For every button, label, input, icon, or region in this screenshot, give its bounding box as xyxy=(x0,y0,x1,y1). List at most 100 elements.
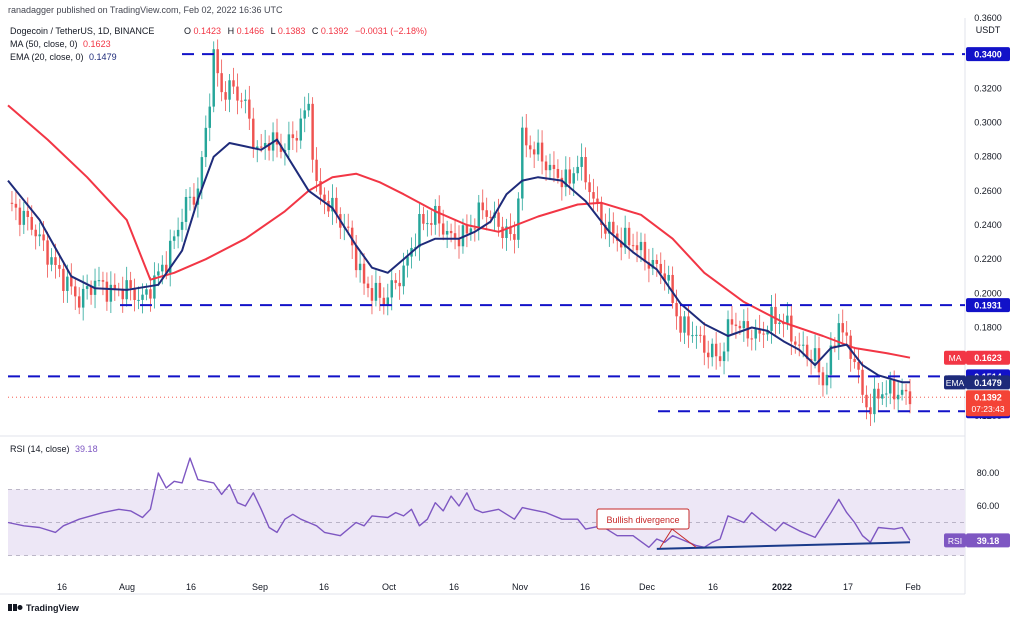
time-tick: Sep xyxy=(252,582,268,592)
candle-body xyxy=(295,138,299,141)
candle-body xyxy=(445,230,449,235)
candle-body xyxy=(900,389,904,395)
candle-body xyxy=(256,146,259,149)
candle-body xyxy=(26,210,30,217)
candle-body xyxy=(687,316,690,336)
candle-body xyxy=(14,203,18,208)
candle-body xyxy=(572,173,575,184)
candle-body xyxy=(54,257,57,265)
price-tick: 0.2600 xyxy=(974,186,1002,196)
candle-body xyxy=(730,319,734,325)
price-tick: 0.2800 xyxy=(974,152,1002,162)
candle-body xyxy=(224,92,227,100)
candle-body xyxy=(892,379,896,400)
candle-body xyxy=(517,198,520,240)
candle-body xyxy=(675,302,678,317)
candle-body xyxy=(718,356,722,362)
candle-body xyxy=(58,264,61,269)
candle-body xyxy=(564,169,568,188)
ema-legend-label: EMA (20, close, 0) xyxy=(10,52,84,62)
candle-body xyxy=(188,196,192,198)
price-badge-countdown: 07:23:43 xyxy=(971,404,1004,414)
candle-body xyxy=(707,352,710,358)
candle-body xyxy=(422,213,425,224)
candle-body xyxy=(101,280,105,282)
candle-body xyxy=(137,299,140,301)
candle-body xyxy=(240,100,243,102)
candle-body xyxy=(536,142,540,155)
time-tick: Feb xyxy=(905,582,921,592)
ema20-line xyxy=(7,138,911,384)
candle-body xyxy=(877,388,880,399)
ema-badge-value-box xyxy=(966,375,1010,390)
candle-body xyxy=(619,240,623,248)
candle-body xyxy=(208,106,211,128)
candle-body xyxy=(38,234,41,237)
candle-body xyxy=(259,146,263,148)
candle-body xyxy=(873,388,876,415)
divergence-line xyxy=(656,541,911,550)
candle-body xyxy=(766,330,769,335)
candle-body xyxy=(157,271,160,276)
time-tick: Aug xyxy=(119,582,135,592)
candle-body xyxy=(434,205,437,225)
candle-body xyxy=(430,223,433,225)
candle-body xyxy=(552,164,556,169)
price-tick: 0.1800 xyxy=(974,323,1002,333)
candle-body xyxy=(89,286,93,295)
time-tick: 2022 xyxy=(772,582,792,592)
candle-body xyxy=(750,338,753,340)
candle-body xyxy=(714,343,718,357)
candle-body xyxy=(74,286,77,297)
bullish-divergence-callout: Bullish divergence xyxy=(596,508,690,530)
candle-body xyxy=(18,207,22,225)
time-tick: 17 xyxy=(843,582,853,592)
candle-body xyxy=(513,234,516,240)
candle-body xyxy=(699,334,702,336)
candle-body xyxy=(374,282,378,301)
candle-body xyxy=(66,276,69,291)
candle-body xyxy=(580,156,583,167)
o-value: 0.1423 xyxy=(194,26,222,36)
candle-body xyxy=(821,372,825,386)
ma-badge-tag: MA xyxy=(949,353,962,363)
candle-body xyxy=(97,280,101,282)
candle-body xyxy=(837,323,841,347)
candle-body xyxy=(584,156,587,183)
candle-body xyxy=(525,127,528,146)
candle-body xyxy=(813,348,817,361)
candle-body xyxy=(220,73,223,93)
candle-body xyxy=(42,234,45,241)
candle-body xyxy=(172,236,176,241)
candle-body xyxy=(390,280,393,298)
candle-body xyxy=(691,335,694,337)
candle-body xyxy=(350,227,354,246)
candle-body xyxy=(449,230,453,234)
o-label: O xyxy=(184,26,191,36)
candle-body xyxy=(418,213,421,248)
price-tick-top: 0.3600 xyxy=(974,13,1002,23)
ema-badge-tag: EMA xyxy=(946,378,965,388)
h-value: 0.1466 xyxy=(237,26,265,36)
candle-body xyxy=(200,157,204,189)
candle-body xyxy=(161,264,164,272)
candle-body xyxy=(651,259,655,269)
candle-body xyxy=(703,335,706,353)
callout-pointer xyxy=(659,528,673,549)
level-badge: 0.3400 xyxy=(966,47,1010,62)
ma-badge: MA 0.1623 xyxy=(944,350,1010,365)
callout-text: Bullish divergence xyxy=(606,515,679,525)
rsi-line xyxy=(7,457,911,548)
rsi-badge-value-box xyxy=(966,533,1010,548)
candle-body xyxy=(635,245,639,251)
candle-body xyxy=(109,284,113,302)
candle-body xyxy=(437,205,441,224)
candle-body xyxy=(184,197,188,222)
candle-body xyxy=(453,233,457,238)
candle-body xyxy=(667,274,670,281)
rsi-tick: 80.00 xyxy=(977,468,1000,478)
candle-body xyxy=(885,393,888,395)
candle-body xyxy=(77,296,81,308)
h-label: H xyxy=(228,26,235,36)
candle-body xyxy=(402,265,405,287)
